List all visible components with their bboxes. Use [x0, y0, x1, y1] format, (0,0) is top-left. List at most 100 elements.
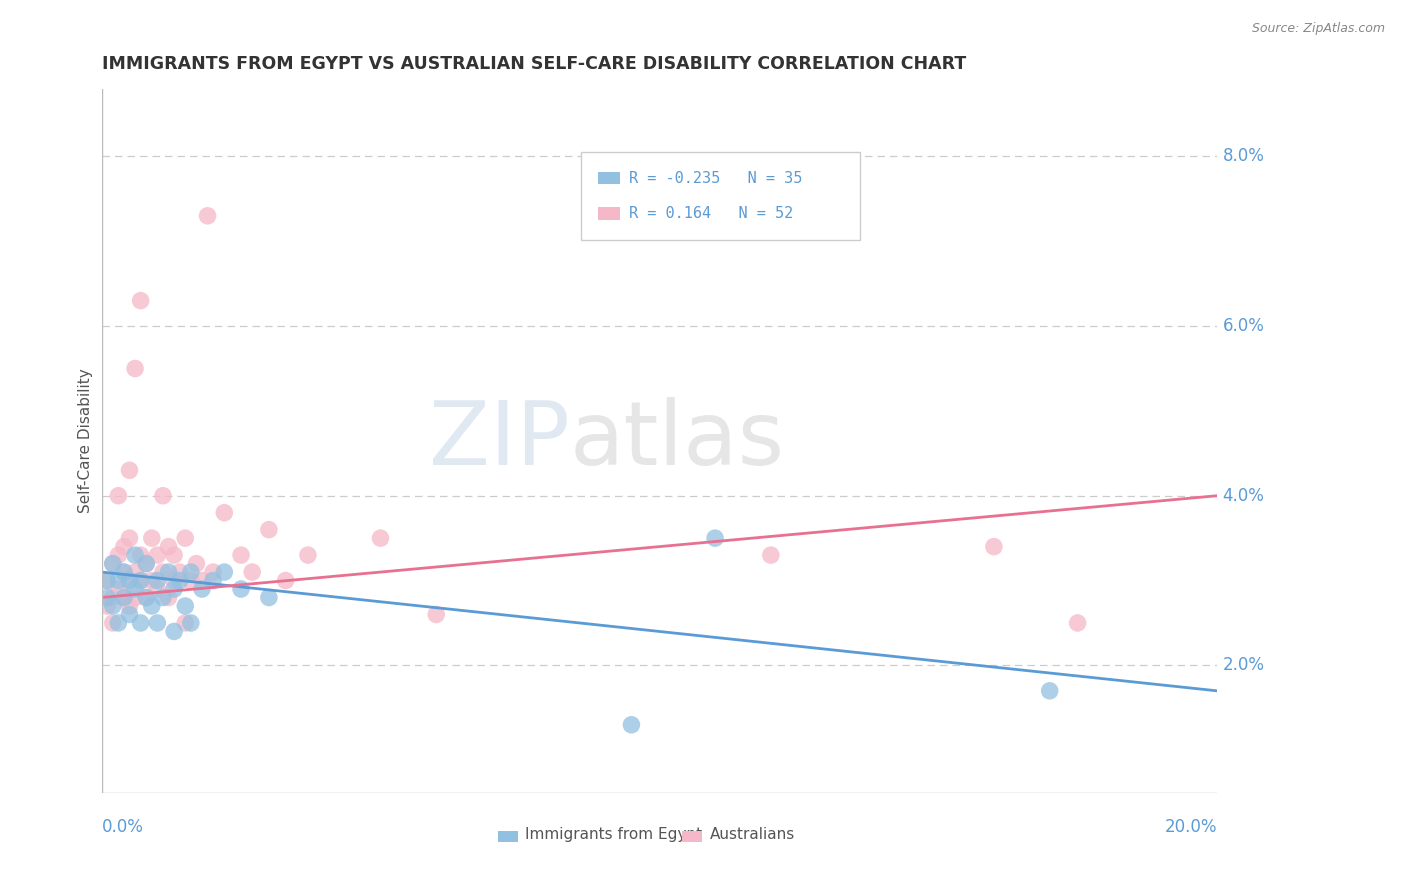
Point	[214, 565, 236, 579]
Point	[163, 548, 186, 562]
Point	[157, 591, 180, 605]
Point	[370, 531, 392, 545]
Point	[174, 615, 197, 630]
Point	[202, 574, 225, 588]
Point	[759, 548, 782, 562]
Point	[112, 540, 135, 554]
Point	[107, 615, 129, 630]
Point	[107, 574, 129, 588]
Point	[129, 615, 152, 630]
Point	[163, 574, 186, 588]
Point	[124, 582, 146, 596]
Point	[118, 463, 141, 477]
Point	[191, 574, 214, 588]
Text: R = -0.235   N = 35: R = -0.235 N = 35	[630, 170, 803, 186]
Point	[118, 574, 141, 588]
Text: 8.0%: 8.0%	[1223, 147, 1264, 165]
Point	[129, 293, 152, 308]
Text: 20.0%: 20.0%	[1164, 818, 1218, 836]
Point	[146, 615, 169, 630]
Point	[107, 548, 129, 562]
Point	[101, 557, 124, 571]
Point	[257, 523, 280, 537]
FancyBboxPatch shape	[682, 831, 702, 842]
Point	[202, 565, 225, 579]
Point	[135, 557, 157, 571]
Point	[146, 582, 169, 596]
Point	[174, 599, 197, 613]
Point	[163, 624, 186, 639]
Point	[180, 565, 202, 579]
Point	[152, 591, 174, 605]
Point	[1066, 615, 1088, 630]
Point	[180, 615, 202, 630]
Point	[112, 565, 135, 579]
Text: Immigrants from Egypt: Immigrants from Egypt	[526, 828, 703, 842]
Point	[124, 548, 146, 562]
Point	[107, 582, 129, 596]
Point	[229, 582, 252, 596]
FancyBboxPatch shape	[498, 831, 517, 842]
Point	[118, 531, 141, 545]
Point	[112, 591, 135, 605]
Point	[101, 557, 124, 571]
Text: 2.0%: 2.0%	[1223, 657, 1264, 674]
Point	[425, 607, 447, 622]
Text: Australians: Australians	[710, 828, 794, 842]
Point	[129, 574, 152, 588]
Point	[983, 540, 1005, 554]
Point	[101, 599, 124, 613]
Point	[186, 557, 208, 571]
Point	[214, 506, 236, 520]
Point	[240, 565, 263, 579]
Point	[197, 209, 219, 223]
Point	[620, 718, 643, 732]
FancyBboxPatch shape	[581, 152, 860, 240]
Point	[152, 565, 174, 579]
Point	[135, 557, 157, 571]
Point	[118, 599, 141, 613]
Point	[169, 574, 191, 588]
Point	[704, 531, 727, 545]
Point	[191, 582, 214, 596]
Text: 0.0%: 0.0%	[101, 818, 143, 836]
Point	[107, 489, 129, 503]
Point	[112, 591, 135, 605]
Point	[129, 574, 152, 588]
Text: ZIP: ZIP	[429, 397, 569, 484]
Text: R = 0.164   N = 52: R = 0.164 N = 52	[630, 206, 793, 221]
Point	[101, 591, 124, 605]
Point	[96, 574, 118, 588]
Point	[135, 591, 157, 605]
FancyBboxPatch shape	[598, 172, 620, 185]
Point	[169, 565, 191, 579]
Point	[96, 591, 118, 605]
Point	[96, 574, 118, 588]
Point	[146, 548, 169, 562]
Point	[141, 531, 163, 545]
Point	[96, 599, 118, 613]
Point	[101, 615, 124, 630]
Point	[180, 574, 202, 588]
Point	[112, 565, 135, 579]
Point	[141, 574, 163, 588]
Point	[129, 548, 152, 562]
Point	[297, 548, 319, 562]
Point	[124, 565, 146, 579]
Point	[274, 574, 297, 588]
Point	[163, 582, 186, 596]
Text: Source: ZipAtlas.com: Source: ZipAtlas.com	[1251, 22, 1385, 36]
Point	[229, 548, 252, 562]
Point	[118, 574, 141, 588]
Point	[174, 531, 197, 545]
Point	[124, 591, 146, 605]
Point	[141, 599, 163, 613]
Point	[152, 489, 174, 503]
FancyBboxPatch shape	[598, 208, 620, 220]
Point	[118, 607, 141, 622]
Point	[257, 591, 280, 605]
Text: IMMIGRANTS FROM EGYPT VS AUSTRALIAN SELF-CARE DISABILITY CORRELATION CHART: IMMIGRANTS FROM EGYPT VS AUSTRALIAN SELF…	[101, 55, 966, 73]
Point	[157, 540, 180, 554]
Point	[146, 574, 169, 588]
Point	[124, 361, 146, 376]
